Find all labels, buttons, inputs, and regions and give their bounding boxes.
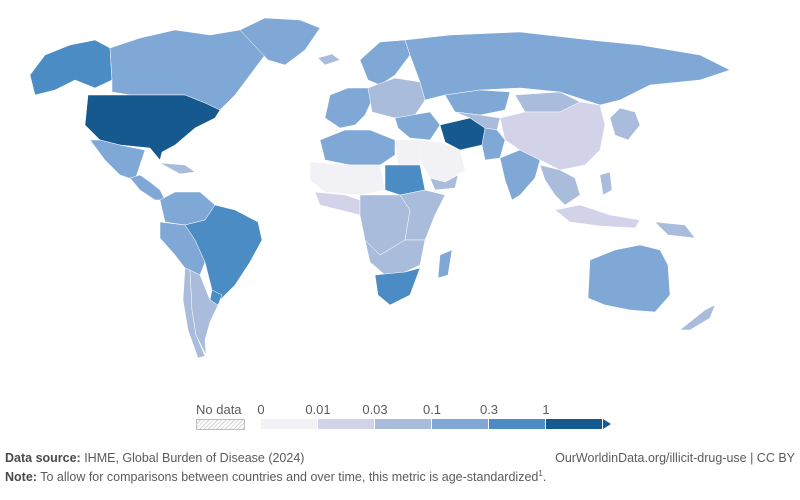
map-legend: No data 0 0.01 0.03 0.1 0.3 1 bbox=[190, 398, 611, 438]
region-mexico[interactable] bbox=[89, 139, 146, 181]
region-scandinavia[interactable] bbox=[359, 39, 411, 86]
legend-tick: 0.1 bbox=[422, 402, 442, 417]
data-source-line: Data source: IHME, Global Burden of Dise… bbox=[5, 451, 795, 465]
legend-tick: 1 bbox=[542, 402, 550, 417]
region-yemen[interactable] bbox=[429, 174, 459, 191]
legend-tick: 0.3 bbox=[479, 402, 499, 417]
legend-segment[interactable] bbox=[432, 419, 489, 429]
region-madagascar[interactable] bbox=[437, 249, 453, 279]
region-afghanistan-pakistan[interactable] bbox=[481, 127, 506, 161]
data-source-text: IHME, Global Burden of Disease (2024) bbox=[80, 451, 305, 465]
region-brazil[interactable] bbox=[184, 204, 263, 301]
region-india[interactable] bbox=[499, 149, 541, 201]
region-philippines[interactable] bbox=[599, 171, 613, 196]
region-russia[interactable] bbox=[404, 31, 731, 106]
legend-segment[interactable] bbox=[489, 419, 546, 429]
legend-nodata-label: No data bbox=[196, 402, 242, 417]
region-arabia[interactable] bbox=[414, 139, 466, 183]
note-label: Note: bbox=[5, 470, 37, 485]
region-papua-new-guinea[interactable] bbox=[654, 221, 696, 239]
note-line: Note: To allow for comparisons between c… bbox=[5, 469, 795, 484]
legend-segment[interactable] bbox=[546, 419, 603, 429]
legend-arrow-icon bbox=[603, 419, 611, 429]
region-greenland[interactable] bbox=[239, 17, 321, 66]
region-alaska[interactable] bbox=[29, 39, 113, 96]
source-url-link[interactable]: OurWorldinData.org/illicit-drug-use | CC… bbox=[555, 451, 795, 465]
region-east-africa[interactable] bbox=[399, 189, 446, 241]
region-china[interactable] bbox=[499, 101, 606, 171]
region-sahel[interactable] bbox=[309, 161, 386, 196]
region-new-zealand[interactable] bbox=[679, 304, 716, 331]
region-southeast-asia[interactable] bbox=[539, 164, 581, 206]
legend-tick: 0.03 bbox=[362, 402, 388, 417]
region-caribbean[interactable] bbox=[159, 162, 196, 175]
region-japan-korea[interactable] bbox=[609, 107, 641, 141]
note-text: To allow for comparisons between countri… bbox=[36, 470, 539, 485]
legend-tick: 0 bbox=[257, 402, 265, 417]
region-kazakhstan[interactable] bbox=[444, 89, 511, 116]
region-egypt[interactable] bbox=[394, 139, 421, 166]
legend-segment[interactable] bbox=[318, 419, 375, 429]
note-end: . bbox=[542, 470, 547, 485]
legend-segment[interactable] bbox=[375, 419, 432, 429]
legend-color-bar bbox=[261, 419, 603, 429]
region-indonesia[interactable] bbox=[554, 204, 641, 229]
region-south-africa[interactable] bbox=[374, 267, 421, 306]
region-turkey-middle-east[interactable] bbox=[394, 111, 441, 141]
region-argentina[interactable] bbox=[189, 269, 219, 356]
region-eastern-europe[interactable] bbox=[367, 77, 426, 119]
region-canada[interactable] bbox=[109, 29, 266, 111]
region-west-africa[interactable] bbox=[314, 191, 361, 216]
legend-nodata-swatch bbox=[196, 419, 245, 430]
region-iceland[interactable] bbox=[317, 53, 341, 66]
data-source-label: Data source: bbox=[5, 451, 81, 465]
region-western-europe[interactable] bbox=[324, 87, 373, 129]
legend-tick: 0.01 bbox=[305, 402, 331, 417]
region-australia[interactable] bbox=[587, 244, 671, 313]
region-north-africa[interactable] bbox=[319, 129, 396, 166]
region-southern-africa[interactable] bbox=[364, 239, 426, 276]
region-central-america[interactable] bbox=[129, 174, 166, 201]
legend-segment[interactable] bbox=[261, 419, 318, 429]
note-footnote-marker[interactable]: 1 bbox=[538, 469, 543, 478]
region-sudan[interactable] bbox=[384, 164, 426, 196]
world-map bbox=[29, 17, 731, 359]
